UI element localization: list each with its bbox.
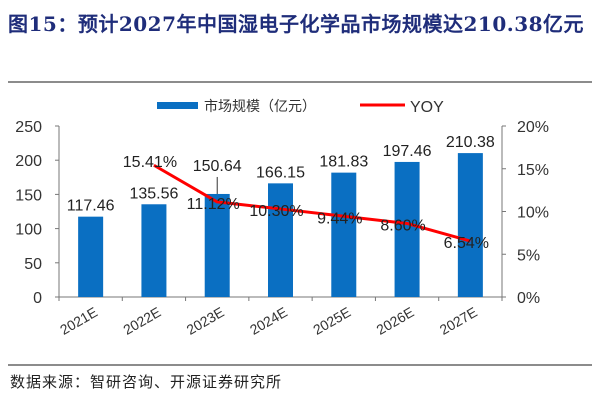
yoy-value-label: 15.41% — [123, 154, 177, 171]
title-divider — [8, 81, 592, 83]
yoy-value-label: 9.44% — [317, 210, 362, 227]
x-tick-label: 2027E — [437, 304, 480, 338]
right-tick-label: 0% — [517, 290, 540, 307]
bar-value-label: 166.15 — [256, 164, 305, 181]
x-tick-label: 2024E — [247, 304, 290, 338]
right-tick-label: 5% — [517, 247, 540, 264]
yoy-value-label: 11.12% — [187, 196, 240, 213]
yoy-value-label: 8.60% — [380, 217, 425, 234]
bar-value-label: 150.64 — [193, 158, 242, 175]
legend-bar-label: 市场规模（亿元） — [204, 98, 316, 114]
bar-value-label: 181.83 — [319, 154, 368, 171]
footer-divider — [8, 364, 592, 366]
x-tick-label: 2026E — [374, 304, 417, 338]
x-tick-label: 2025E — [310, 304, 353, 338]
bar-value-label: 135.56 — [129, 185, 178, 202]
bar — [394, 161, 420, 297]
left-tick-label: 250 — [15, 119, 42, 136]
right-tick-label: 15% — [517, 162, 549, 179]
bar-value-label: 117.46 — [67, 198, 115, 215]
right-tick-label: 20% — [517, 119, 549, 136]
right-tick-label: 10% — [517, 205, 549, 222]
left-tick-label: 200 — [15, 153, 42, 170]
yoy-value-label: 6.54% — [444, 235, 489, 252]
left-tick-label: 50 — [24, 256, 42, 273]
source-note: 数据来源：智研咨询、开源证券研究所 — [10, 373, 283, 391]
bar — [331, 172, 357, 297]
legend-line-label: YOY — [410, 99, 444, 116]
left-tick-label: 0 — [33, 290, 42, 307]
yoy-value-label: 10.30% — [249, 203, 303, 220]
legend-bar-swatch — [157, 102, 198, 109]
bar — [141, 204, 167, 297]
x-tick-label: 2023E — [184, 304, 227, 338]
x-tick-label: 2021E — [57, 304, 100, 338]
bar — [457, 153, 483, 297]
bar — [268, 183, 293, 297]
bar-value-label: 210.38 — [446, 134, 495, 151]
figure-title: 图15：预计2027年中国湿电子化学品市场规模达210.38亿元 — [8, 12, 585, 36]
left-tick-label: 100 — [15, 222, 42, 239]
bar-value-label: 197.46 — [383, 143, 432, 160]
yoy-line — [153, 163, 471, 243]
bar — [78, 216, 104, 297]
bar — [204, 193, 230, 297]
left-tick-label: 150 — [15, 187, 42, 204]
x-tick-label: 2022E — [120, 304, 163, 338]
